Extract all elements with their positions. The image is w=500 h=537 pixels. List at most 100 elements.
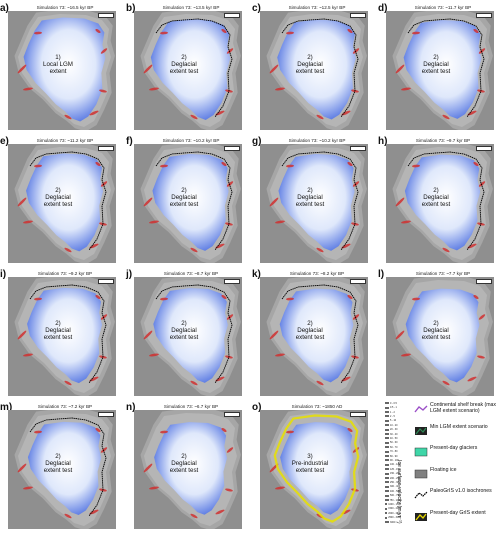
ice-stream	[89, 110, 99, 116]
ice-stream	[341, 243, 351, 249]
ice-stream	[477, 355, 485, 359]
velocity-class-label: 2500 - 3000	[388, 516, 401, 520]
ice-sheet	[154, 422, 227, 515]
ice-stream	[221, 428, 227, 432]
panel-letter: b)	[126, 3, 136, 14]
ice-stream	[478, 181, 486, 187]
panel-scenario-label: 2) Deglacial extent test	[295, 54, 325, 75]
velocity-class-label: 100 - 125	[390, 463, 401, 467]
velocity-class-label: 150 - 200	[390, 472, 401, 476]
ice-stream	[89, 376, 99, 382]
panel-letter: a)	[0, 3, 9, 14]
ice-stream	[143, 64, 153, 74]
ice-stream	[221, 29, 227, 33]
velocity-class: 1500 - 2000	[385, 507, 401, 510]
ice-stream	[221, 295, 227, 299]
present-day-extent	[273, 414, 360, 523]
greenland-map	[260, 144, 368, 263]
velocity-class: 80 - 90	[385, 454, 401, 458]
ice-stream	[316, 247, 324, 253]
map-panel: o) Simulation 73: ~1850 AD 3) Pre-industri…	[252, 403, 370, 533]
ice-stream	[478, 48, 486, 54]
scale-bar	[224, 279, 240, 284]
velocity-class: 2 - 5	[385, 415, 401, 418]
velocity-class-label: 70 - 80	[390, 450, 398, 454]
ice-stream	[95, 295, 101, 299]
ice-stream	[190, 380, 198, 386]
ice-stream	[225, 222, 233, 226]
panel-scenario-label: 2) Deglacial extent test	[43, 453, 73, 474]
map-svg	[8, 11, 116, 130]
velocity-swatch	[385, 402, 389, 405]
map-svg	[260, 144, 368, 263]
map-svg	[260, 410, 368, 529]
velocity-swatch	[385, 503, 388, 506]
min-lgm-line-icon	[415, 426, 427, 435]
velocity-swatch	[385, 432, 389, 435]
ice-stream	[34, 297, 42, 301]
panel-letter: n)	[126, 402, 136, 413]
scale-bar	[98, 279, 114, 284]
map-svg	[8, 410, 116, 529]
ice-stream	[17, 64, 27, 74]
greenland-map	[134, 11, 242, 130]
symbol-legend-item: Present-day glaciers	[414, 445, 500, 465]
floating-ice-swatch-icon	[414, 469, 428, 478]
symbol-legend-label: Present-day glaciers	[430, 445, 478, 451]
velocity-class-label: 1000 - 1500	[388, 502, 401, 506]
ice-stream	[269, 64, 279, 74]
panel-scenario-label: 3) Pre-industrial extent test	[291, 453, 329, 474]
velocity-class-label: 80 - 90	[390, 454, 398, 458]
map-svg	[134, 410, 242, 529]
velocity-class: 200 - 250	[385, 476, 401, 480]
ice-stream	[316, 380, 324, 386]
panel-letter: k)	[252, 269, 261, 280]
velocity-swatch	[385, 476, 389, 479]
map-panel: e) Simulation 73: ~11.2 kyr BP 2) Deglacia…	[0, 137, 118, 267]
ice-stream	[226, 181, 234, 187]
panel-letter: i)	[0, 269, 7, 280]
scale-bar	[98, 13, 114, 18]
ice-stream	[64, 114, 72, 120]
velocity-class: 0 - 0.5	[385, 402, 401, 405]
map-svg	[260, 277, 368, 396]
velocity-class-label: 125 - 150	[390, 467, 401, 471]
panel-scenario-label: 2) Deglacial extent test	[169, 54, 199, 75]
velocity-swatch	[385, 512, 388, 515]
velocity-class-label: 400 - 500	[390, 489, 401, 493]
ice-stream	[467, 243, 477, 249]
velocity-class: 3000 <	[385, 521, 401, 524]
velocity-swatch	[385, 450, 389, 453]
velocity-class: 125 - 150	[385, 467, 401, 471]
ice-sheet	[279, 288, 354, 383]
map-panel: j) Simulation 73: ~8.7 kyr BP 2) Deglacial…	[126, 270, 244, 400]
velocity-class-label: 40 - 50	[390, 436, 398, 440]
ice-stream	[143, 197, 153, 207]
ice-sheet	[27, 287, 102, 384]
ice-stream	[99, 355, 107, 359]
ice-stream	[401, 220, 411, 224]
scale-bar	[476, 146, 492, 151]
velocity-swatch	[385, 485, 389, 488]
panel-title: Simulation 73: ~10.2 kyr BP	[288, 138, 346, 143]
map-panel: k) Simulation 73: ~8.2 kyr BP 2) Deglacial…	[252, 270, 370, 400]
velocity-swatch	[385, 428, 389, 431]
ice-stream	[149, 87, 159, 91]
isochrone-line	[407, 151, 485, 251]
greenland-map	[134, 144, 242, 263]
greenland-map	[260, 11, 368, 130]
isochrone-line	[281, 18, 359, 118]
panel-letter: e)	[0, 136, 9, 147]
ice-sheet	[403, 20, 482, 119]
velocity-class: 70 - 80	[385, 450, 401, 454]
velocity-class: 1000 - 1500	[385, 502, 401, 506]
ice-stream	[477, 222, 485, 226]
isochrone-line	[281, 284, 359, 384]
velocity-class: 250 - 300	[385, 481, 401, 484]
isochrone-line	[281, 151, 359, 251]
ice-stream	[352, 181, 360, 187]
symbol-legend-label: Present-day GrIS extent	[430, 509, 486, 516]
ice-stream	[401, 87, 411, 91]
velocity-class-label: 20 - 30	[390, 428, 398, 432]
